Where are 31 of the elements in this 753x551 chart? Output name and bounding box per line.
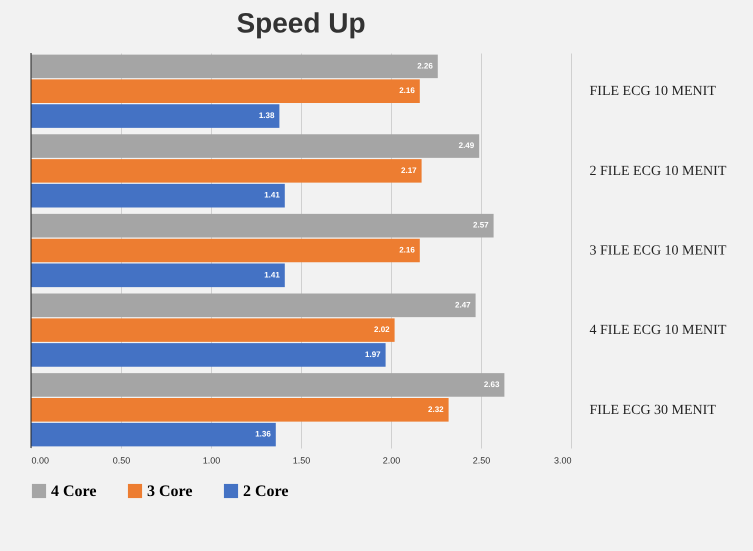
data-label: 1.41 xyxy=(264,190,280,200)
data-label: 2.47 xyxy=(455,300,472,310)
y-tick-label: 2 FILE ECG 10 MENIT xyxy=(590,164,727,179)
chart-title: Speed Up xyxy=(236,8,366,38)
y-tick-label: 3 FILE ECG 10 MENIT xyxy=(590,244,727,258)
data-label: 2.32 xyxy=(428,404,444,414)
data-label: 1.41 xyxy=(264,270,280,280)
data-label: 2.02 xyxy=(374,325,390,334)
data-label: 2.57 xyxy=(473,220,490,230)
y-tick-label: 4 FILE ECG 10 MENIT xyxy=(590,323,727,338)
y-tick-label: FILE ECG 30 MENIT xyxy=(590,402,716,418)
x-tick-label: 0.50 xyxy=(112,456,130,466)
x-tick-label: 1.50 xyxy=(292,456,310,466)
x-tick-label: 1.00 xyxy=(202,456,220,466)
legend-label: 4 Core xyxy=(51,483,96,500)
x-tick-label: 0.00 xyxy=(32,456,50,466)
data-label: 1.97 xyxy=(365,350,382,359)
data-label: 2.26 xyxy=(417,61,434,70)
y-tick-label: FILE ECG 10 MENIT xyxy=(590,84,716,100)
data-label: 2.63 xyxy=(484,380,500,389)
data-label: 2.16 xyxy=(399,246,416,254)
data-label: 2.16 xyxy=(399,86,416,96)
legend-label: 3 Core xyxy=(147,483,192,500)
x-tick-label: 2.00 xyxy=(382,456,400,466)
data-label: 1.36 xyxy=(255,430,272,439)
data-label: 2.17 xyxy=(401,166,418,175)
data-label: 2.49 xyxy=(458,141,475,150)
data-label: 1.38 xyxy=(258,111,275,120)
x-tick-label: 2.50 xyxy=(472,456,490,466)
x-tick-label: 3.00 xyxy=(554,456,572,466)
legend-label: 2 Core xyxy=(243,483,288,500)
